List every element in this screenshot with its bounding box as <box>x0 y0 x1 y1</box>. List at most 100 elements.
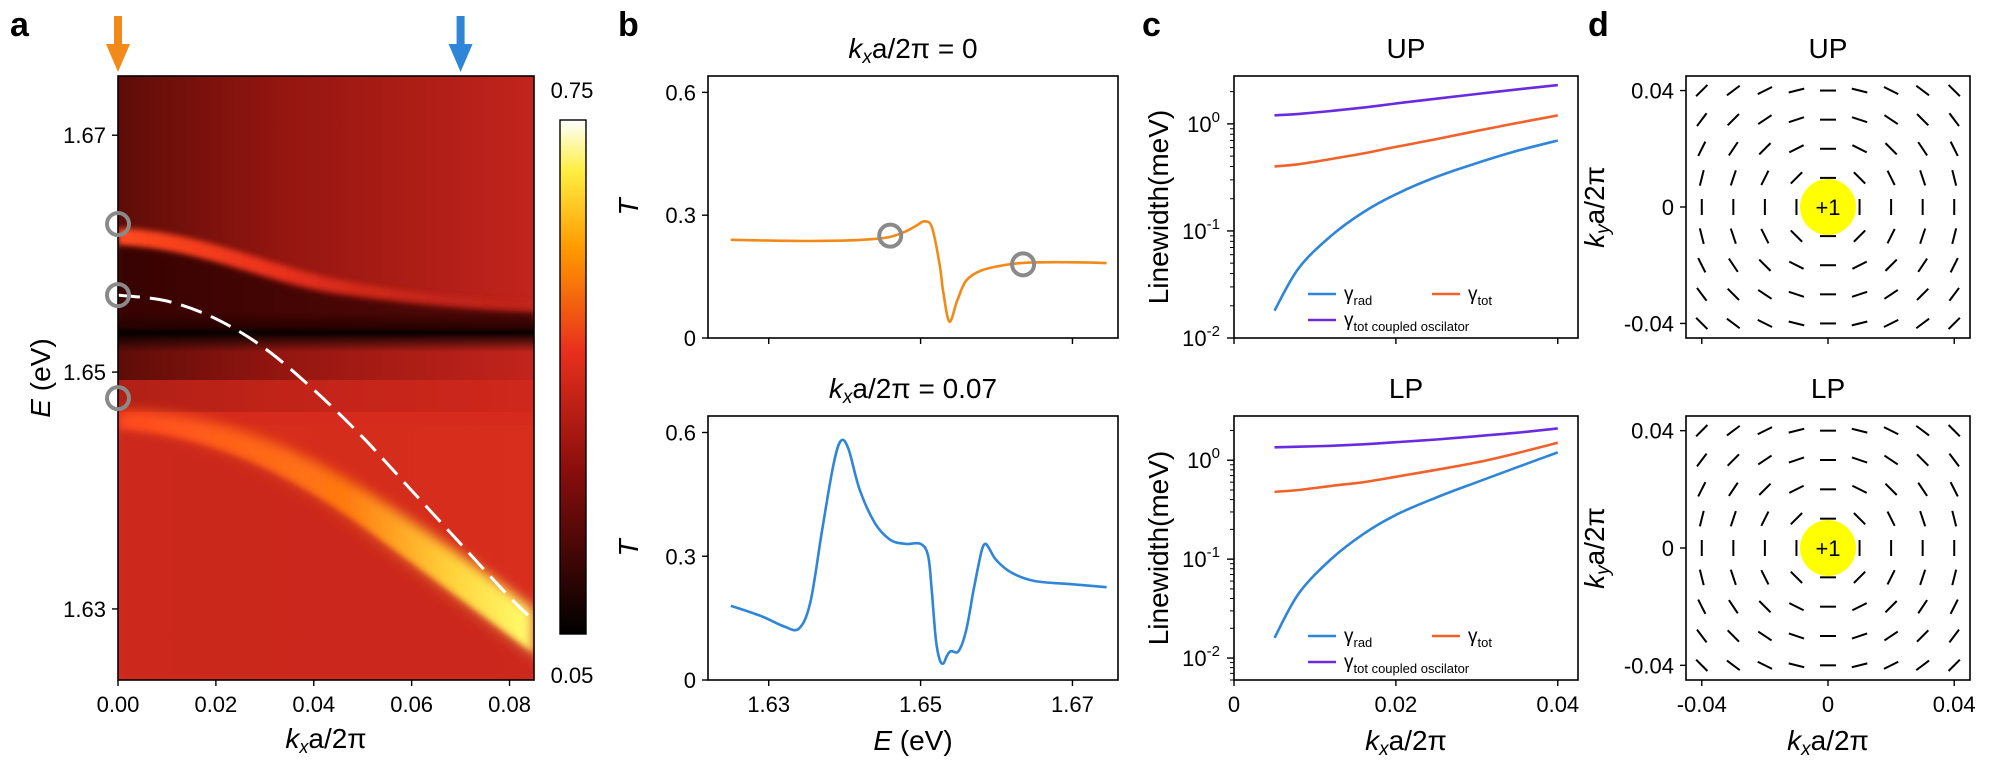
chart-d-bottom: LP +1 0.04 0 -0.04-0.04 0 0.04 kya/2π kxa/2π <box>1579 373 1976 760</box>
polarization-vector <box>1788 116 1805 124</box>
chart-title: UP <box>1387 33 1426 64</box>
polarization-vector <box>1698 169 1705 186</box>
polarization-vector <box>1851 456 1868 464</box>
panel-letter-b: b <box>618 6 639 44</box>
polarization-vector <box>1949 141 1959 157</box>
polarization-vector <box>1758 258 1772 272</box>
y-tick-label: 10-1 <box>1182 544 1220 572</box>
x-tick-label: 0.04 <box>292 692 335 717</box>
polarization-vector <box>1886 569 1896 585</box>
polarization-vector <box>1948 287 1960 302</box>
chart-c-top: UP 100 10-1 10-2 Linewidth(meV) γrad γtotγtot … <box>1143 33 1579 351</box>
y-axis-label: T <box>613 538 644 557</box>
polarization-vector <box>1696 628 1708 644</box>
polarization-vector <box>1728 482 1739 497</box>
y-axis-label: Linewidth(meV) <box>1143 451 1174 646</box>
polarization-vector <box>1919 510 1927 527</box>
polarization-vector <box>1948 453 1960 467</box>
polarization-vector <box>1917 482 1928 497</box>
polarization-vector <box>1919 169 1927 186</box>
polarization-vector <box>1884 142 1898 156</box>
polarization-vector <box>1853 229 1866 243</box>
arrow-shaft-1 <box>456 16 465 50</box>
polarization-vector <box>1726 629 1740 643</box>
arrow-head-0 <box>106 44 130 72</box>
polarization-vector <box>1788 632 1805 640</box>
polarization-vector <box>1757 289 1773 300</box>
chart-d-top: UP +1 0.04 0 -0.04 kya/2π <box>1579 33 1971 344</box>
series-line-0 <box>1273 139 1559 312</box>
polarization-vector <box>1757 660 1773 670</box>
y-tick-label: 100 <box>1187 109 1220 137</box>
x-tick-label: 0.00 <box>97 692 140 717</box>
polarization-vector <box>1951 228 1958 245</box>
polarization-vector <box>1788 320 1805 327</box>
panel-a-xlabel: kxa/2π <box>285 723 366 757</box>
marker-circle-1 <box>105 282 131 309</box>
polarization-vector <box>1883 630 1899 642</box>
polarization-vector <box>1948 628 1960 644</box>
polarization-vector <box>1728 141 1739 156</box>
marker-circle-2 <box>105 385 131 412</box>
polarization-vector <box>1916 287 1930 301</box>
topological-charge-label: +1 <box>1815 195 1840 220</box>
y-axis-label: E (eV) <box>25 338 56 417</box>
y-tick-label: 0.6 <box>665 80 696 105</box>
polarization-vector <box>1915 84 1930 97</box>
x-tick-label: -0.04 <box>1677 692 1727 717</box>
series-line-2 <box>1274 83 1558 117</box>
polarization-vector <box>1883 318 1899 328</box>
panel-a-frame <box>117 75 535 681</box>
legend-label-0: γrad <box>1344 626 1372 650</box>
polarization-vector <box>1757 426 1773 436</box>
legend-label-1: γtot <box>1468 284 1492 308</box>
polarization-vector <box>1757 454 1773 466</box>
chart-title: kxa/2π = 0.07 <box>829 373 997 408</box>
polarization-vector <box>1919 228 1927 245</box>
polarization-vector <box>1851 320 1868 327</box>
chart-b-top: kxa/2π = 0 0 0.3 0.6 T <box>613 33 1119 351</box>
vector-field <box>1695 84 1961 330</box>
polarization-vector <box>1696 112 1708 127</box>
panel-a-circles <box>105 211 131 412</box>
polarization-vector <box>1883 289 1899 300</box>
legend-label-1: γtot <box>1468 626 1492 650</box>
polarization-vector <box>1949 257 1959 273</box>
polarization-vector <box>1696 287 1708 302</box>
series-line-0 <box>1273 451 1559 639</box>
polarization-vector <box>1696 453 1708 467</box>
y-axis-label: T <box>613 197 644 216</box>
panel-a-ticks: 0.00 0.02 0.04 0.06 0.08 1.67 1.65 1.63 <box>63 123 531 717</box>
x-axis-label: E (eV) <box>873 725 952 756</box>
polarization-vector <box>1851 87 1868 94</box>
polarization-vector <box>1726 317 1741 330</box>
polarization-vector <box>1883 660 1899 670</box>
y-tick-label: 1.67 <box>63 123 106 148</box>
arrow-shaft-0 <box>114 16 122 50</box>
polarization-vector <box>1853 171 1866 185</box>
heatmap-dark-wedge <box>118 246 534 330</box>
y-tick-label: 0.3 <box>665 544 696 569</box>
legend-label-0: γrad <box>1344 284 1372 308</box>
y-tick-label: -0.04 <box>1624 653 1674 678</box>
y-tick-label: 10-2 <box>1182 643 1220 671</box>
arrow-1 <box>448 16 473 72</box>
polarization-vector <box>1788 456 1805 464</box>
series-line-0 <box>730 219 1107 323</box>
polarization-vector <box>1788 662 1805 669</box>
polarization-vector <box>1916 453 1930 467</box>
polarization-vector <box>1883 454 1899 466</box>
chart-title: UP <box>1809 33 1848 64</box>
x-tick-label: 0 <box>1822 692 1834 717</box>
polarization-vector <box>1698 510 1705 527</box>
x-tick-label: 1.65 <box>899 692 942 717</box>
y-tick-label: 0.04 <box>1631 79 1674 104</box>
marker-circle-0 <box>877 222 904 249</box>
marker-circle-0 <box>105 211 131 238</box>
polarization-vector <box>1917 599 1928 614</box>
polarization-vector <box>1726 425 1741 437</box>
plot-frame <box>1233 75 1579 339</box>
polarization-vector <box>1757 86 1773 96</box>
series-line-2 <box>1274 427 1558 449</box>
